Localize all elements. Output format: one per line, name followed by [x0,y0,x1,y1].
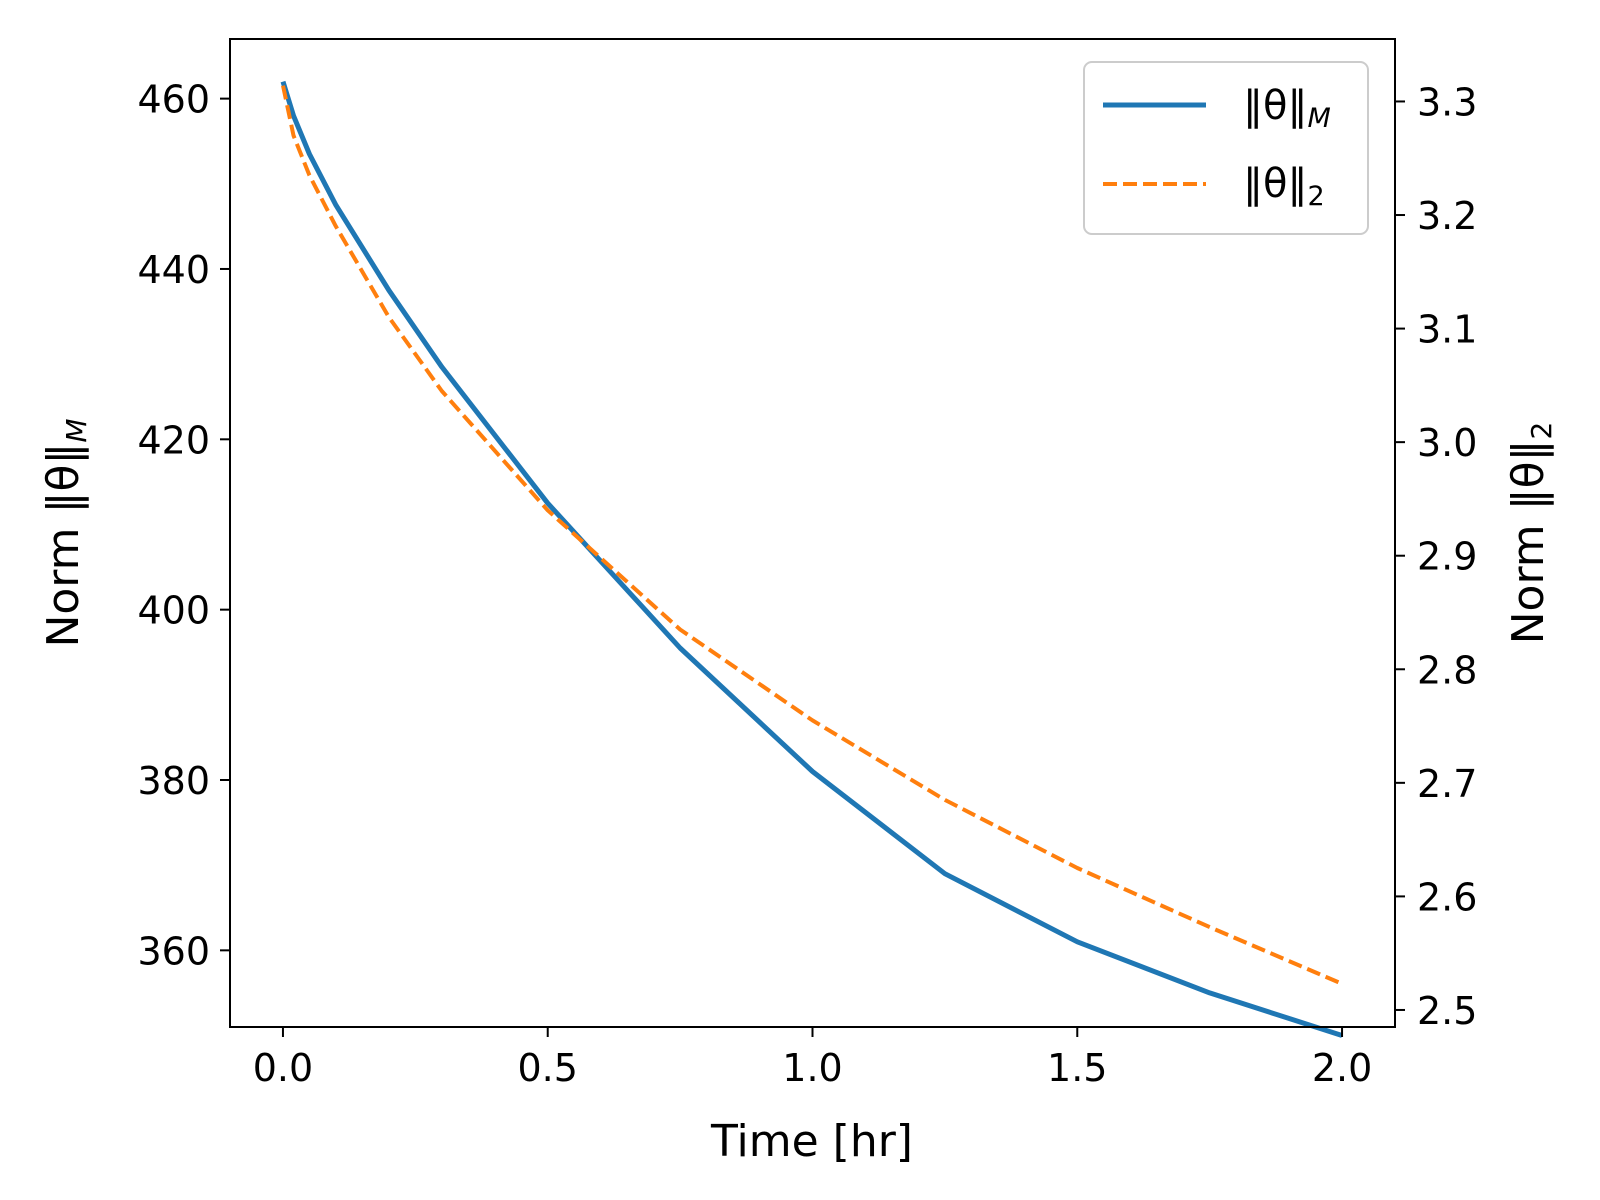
left-y-axis-ticks: 360 380 400 420 440 460 [137,78,230,973]
x-tick-label: 0.5 [518,1046,578,1090]
right-y-axis-label-text: Norm ‖θ‖ [1503,439,1554,644]
left-y-tick-label: 440 [137,248,210,292]
legend-label-series-2-text: ‖θ‖ [1243,161,1307,207]
x-tick-label: 0.0 [253,1046,313,1090]
right-y-tick-label: 2.9 [1417,535,1477,579]
series-line-1 [280,80,1343,1038]
right-y-axis-ticks: 2.5 2.6 2.7 2.8 2.9 3.0 3.1 3.2 3.3 [1395,80,1477,1033]
right-y-tick-label: 2.8 [1417,648,1477,692]
legend-label-series-2: ‖θ‖2 [1243,161,1325,212]
left-y-axis-label: Norm ‖θ‖M [38,418,93,647]
left-y-axis-label-text: Norm ‖θ‖ [38,443,89,648]
legend-box [1083,61,1369,235]
right-y-tick-label: 2.5 [1417,989,1477,1033]
x-tick-label: 1.0 [782,1046,842,1090]
legend-label-series-2-subscript: 2 [1307,181,1324,212]
right-y-tick-label: 3.1 [1417,308,1477,352]
right-y-tick-label: 3.2 [1417,194,1477,238]
series-layer [280,80,1343,1038]
right-y-axis-label: Norm ‖θ‖2 [1503,422,1558,645]
x-axis-label: Time [hr] [710,1116,913,1167]
legend-label-series-1-subscript: M [1307,103,1330,134]
left-y-tick-label: 420 [137,418,210,462]
left-y-tick-label: 460 [137,78,210,122]
x-axis-ticks: 0.0 0.5 1.0 1.5 2.0 [253,1027,1372,1090]
right-y-tick-label: 3.3 [1417,80,1477,124]
legend-label-series-1-text: ‖θ‖ [1243,83,1307,129]
right-y-axis-label-subscript: 2 [1525,422,1558,440]
right-y-tick-label: 2.6 [1417,875,1477,919]
left-y-tick-label: 400 [137,589,210,633]
right-y-tick-label: 2.7 [1417,762,1477,806]
series-line-2 [281,85,1343,986]
left-y-tick-label: 380 [137,759,210,803]
right-y-tick-label: 3.0 [1417,421,1477,465]
left-y-axis-label-subscript: M [60,418,93,442]
legend: ‖θ‖M ‖θ‖2 [1083,61,1369,235]
legend-label-series-1: ‖θ‖M [1243,83,1331,134]
left-y-tick-label: 360 [137,929,210,973]
x-tick-label: 1.5 [1047,1046,1107,1090]
x-tick-label: 2.0 [1312,1046,1372,1090]
